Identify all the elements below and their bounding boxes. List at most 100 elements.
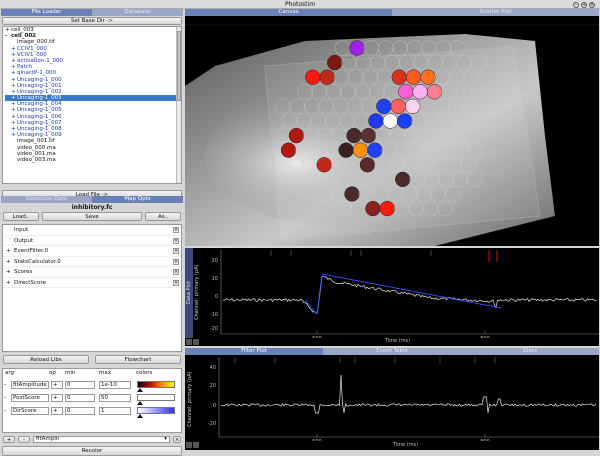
tree-expand-icon[interactable]: + [11, 88, 16, 95]
op-select[interactable]: + [51, 394, 63, 402]
arg-select[interactable]: fitAmplitude [11, 381, 49, 389]
plot-menu-icon[interactable] [193, 339, 199, 345]
min-input[interactable]: 0 [65, 394, 95, 402]
node-item[interactable]: + EventFilter.0 × [3, 246, 181, 257]
tab-file-loader[interactable]: File Loader [1, 9, 92, 16]
stim-spot[interactable] [463, 69, 479, 85]
gradient-handle-icon[interactable] [137, 414, 143, 418]
min-input[interactable]: 0 [65, 407, 95, 415]
stim-spot[interactable] [468, 142, 484, 158]
stim-spot[interactable] [398, 84, 414, 100]
stim-spot[interactable] [399, 54, 415, 71]
stim-spot[interactable] [461, 127, 477, 144]
stim-spot[interactable] [311, 84, 328, 100]
stim-spot[interactable] [289, 98, 306, 115]
stim-spot[interactable] [304, 98, 320, 115]
tree-item[interactable]: +activation-1_000 [5, 58, 181, 64]
tree-item[interactable]: +Patch [5, 64, 181, 70]
tree-expand-icon[interactable]: + [11, 126, 16, 132]
stim-spot[interactable] [418, 127, 434, 144]
stim-spot[interactable] [462, 98, 478, 115]
min-input[interactable]: 0 [65, 381, 95, 389]
flowchart-button[interactable]: Flowchart [95, 355, 181, 364]
file-tree[interactable]: +cell_003- cell_002 image_000.tif +CCIV1_00… [2, 26, 182, 184]
stim-spot[interactable] [341, 54, 357, 71]
filter-plot-canvas[interactable]: 40 20 0 -20 500 800 [195, 355, 599, 441]
tree-expand-icon[interactable]: + [11, 101, 16, 108]
tree-item[interactable]: +Uncaging-1_009 [5, 132, 181, 138]
stim-spot[interactable] [439, 142, 455, 158]
color-gradient-bar[interactable] [137, 381, 175, 388]
stim-spot[interactable] [339, 113, 355, 129]
tab-stats[interactable]: Stats [461, 348, 599, 355]
stim-spot[interactable] [449, 69, 465, 85]
stim-spot[interactable] [318, 98, 334, 115]
stim-spot[interactable] [460, 157, 476, 173]
tree-item[interactable]: video_001.ma [5, 151, 181, 157]
clear-arg-icon[interactable]: × [173, 435, 181, 443]
tree-item[interactable]: +Uncaging-1_004 [5, 101, 181, 107]
max-input[interactable]: 50 [99, 394, 131, 402]
stim-spot[interactable] [409, 171, 425, 188]
tree-item[interactable]: +Uncaging-1_006 [5, 114, 181, 120]
reload-libs-button[interactable]: Reload Libs [3, 355, 89, 364]
stim-spot[interactable] [326, 84, 342, 100]
stim-spot[interactable] [379, 200, 395, 217]
stim-spot[interactable] [416, 186, 432, 202]
node-remove-icon[interactable]: × [173, 279, 179, 286]
tree-item[interactable]: - cell_002 [5, 33, 181, 39]
tree-item[interactable]: image_001.tif [5, 138, 181, 144]
tree-item[interactable]: video_003.ma [5, 157, 181, 163]
stim-spot[interactable] [433, 98, 450, 115]
tree-item[interactable]: video_000.ma [5, 145, 181, 151]
node-remove-icon[interactable]: × [173, 248, 179, 254]
filter-autoscale-icon[interactable] [186, 442, 192, 448]
node-remove-icon[interactable]: × [173, 227, 179, 233]
stim-spot[interactable] [347, 98, 363, 115]
tree-expand-icon[interactable]: + [11, 113, 16, 120]
gradient-handle-icon[interactable] [137, 388, 143, 392]
gradient-handle-icon[interactable] [137, 401, 143, 405]
tree-expand-icon[interactable]: + [11, 119, 16, 126]
stim-spot[interactable] [310, 113, 327, 129]
op-select[interactable]: + [51, 407, 63, 415]
stim-spot[interactable] [426, 84, 443, 100]
stim-spot[interactable] [346, 127, 362, 144]
stim-spot[interactable] [442, 54, 458, 71]
stim-spot[interactable] [359, 157, 376, 173]
stim-spot[interactable] [395, 171, 411, 188]
tab-canvas[interactable]: Canvas [185, 9, 392, 16]
remove-row-icon[interactable]: - [4, 394, 7, 401]
add-arg-button[interactable]: + [3, 435, 15, 443]
color-gradient-bar[interactable] [137, 407, 175, 414]
stim-spot[interactable] [417, 157, 433, 173]
stim-spot[interactable] [411, 113, 427, 129]
tree-expand-icon[interactable]: + [11, 70, 16, 77]
tree-item[interactable]: +Uncaging-1_000 [5, 77, 181, 83]
close-icon[interactable]: × [589, 1, 595, 8]
tree-item[interactable]: +Uncaging-1_003 [5, 95, 181, 102]
stim-spot[interactable] [370, 54, 386, 71]
tree-expand-icon[interactable]: + [11, 107, 16, 114]
node-remove-icon[interactable]: × [173, 269, 179, 275]
canvas-view[interactable] [185, 16, 599, 246]
stim-spot[interactable] [390, 98, 406, 115]
set-base-dir-button[interactable]: Set Base Dir -> [2, 17, 182, 25]
stim-spot[interactable] [275, 98, 291, 115]
stim-spot[interactable] [336, 200, 352, 217]
stim-spot[interactable] [441, 84, 457, 100]
tree-item[interactable]: +VCIV1_000 [5, 52, 181, 58]
node-remove-icon[interactable]: × [173, 258, 179, 265]
node-expand-icon[interactable]: + [6, 248, 11, 254]
stim-spot[interactable] [454, 113, 470, 129]
stim-spot[interactable] [453, 142, 469, 158]
tab-filter-plot[interactable]: Filter Plot [185, 348, 323, 355]
tab-scatter-plot[interactable]: Scatter Plot [392, 9, 599, 16]
stim-spot[interactable] [423, 171, 440, 188]
tree-scrollbar[interactable] [176, 27, 181, 183]
stim-spot[interactable] [323, 171, 339, 188]
stim-spot[interactable] [388, 157, 404, 173]
stim-spot[interactable] [420, 69, 436, 85]
stim-spot[interactable] [469, 113, 485, 129]
stim-spot[interactable] [303, 127, 319, 144]
